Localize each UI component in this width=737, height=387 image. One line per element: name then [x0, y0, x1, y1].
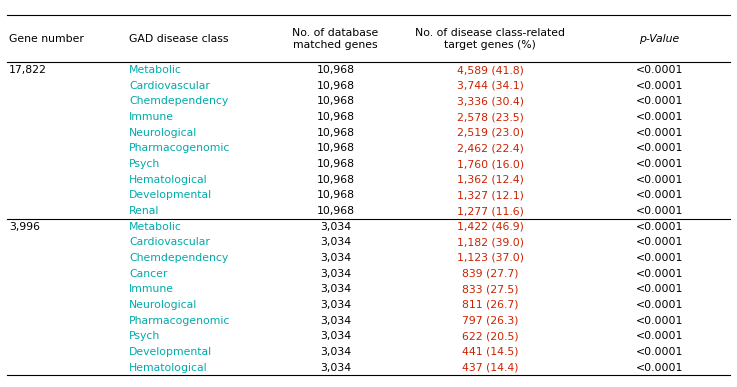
- Text: No. of database
matched genes: No. of database matched genes: [292, 28, 379, 50]
- Text: Metabolic: Metabolic: [129, 222, 182, 232]
- Text: <0.0001: <0.0001: [636, 222, 683, 232]
- Text: 2,578 (23.5): 2,578 (23.5): [457, 112, 523, 122]
- Text: Psych: Psych: [129, 159, 160, 169]
- Text: GAD disease class: GAD disease class: [129, 34, 228, 44]
- Text: <0.0001: <0.0001: [636, 159, 683, 169]
- Text: <0.0001: <0.0001: [636, 128, 683, 138]
- Text: Neurological: Neurological: [129, 300, 198, 310]
- Text: 10,968: 10,968: [316, 65, 354, 75]
- Text: <0.0001: <0.0001: [636, 237, 683, 247]
- Text: Neurological: Neurological: [129, 128, 198, 138]
- Text: 811 (26.7): 811 (26.7): [462, 300, 518, 310]
- Text: <0.0001: <0.0001: [636, 331, 683, 341]
- Text: 3,034: 3,034: [320, 347, 351, 357]
- Text: Developmental: Developmental: [129, 347, 212, 357]
- Text: 622 (20.5): 622 (20.5): [462, 331, 518, 341]
- Text: 833 (27.5): 833 (27.5): [462, 284, 518, 294]
- Text: Chemdependency: Chemdependency: [129, 253, 228, 263]
- Text: 10,968: 10,968: [316, 128, 354, 138]
- Text: <0.0001: <0.0001: [636, 65, 683, 75]
- Text: 1,362 (12.4): 1,362 (12.4): [457, 175, 523, 185]
- Text: 441 (14.5): 441 (14.5): [462, 347, 518, 357]
- Text: 3,744 (34.1): 3,744 (34.1): [457, 81, 523, 91]
- Text: Cardiovascular: Cardiovascular: [129, 237, 210, 247]
- Text: 797 (26.3): 797 (26.3): [462, 315, 518, 325]
- Text: <0.0001: <0.0001: [636, 300, 683, 310]
- Text: Cancer: Cancer: [129, 269, 167, 279]
- Text: <0.0001: <0.0001: [636, 347, 683, 357]
- Text: p-Value: p-Value: [640, 34, 680, 44]
- Text: 3,034: 3,034: [320, 253, 351, 263]
- Text: 3,996: 3,996: [9, 222, 40, 232]
- Text: <0.0001: <0.0001: [636, 363, 683, 373]
- Text: 3,034: 3,034: [320, 331, 351, 341]
- Text: Cardiovascular: Cardiovascular: [129, 81, 210, 91]
- Text: <0.0001: <0.0001: [636, 81, 683, 91]
- Text: 2,462 (22.4): 2,462 (22.4): [457, 143, 523, 153]
- Text: 437 (14.4): 437 (14.4): [462, 363, 518, 373]
- Text: Chemdependency: Chemdependency: [129, 96, 228, 106]
- Text: 3,034: 3,034: [320, 315, 351, 325]
- Text: 1,277 (11.6): 1,277 (11.6): [457, 206, 523, 216]
- Text: <0.0001: <0.0001: [636, 143, 683, 153]
- Text: <0.0001: <0.0001: [636, 269, 683, 279]
- Text: 1,123 (37.0): 1,123 (37.0): [457, 253, 523, 263]
- Text: 10,968: 10,968: [316, 96, 354, 106]
- Text: Gene number: Gene number: [9, 34, 84, 44]
- Text: 3,034: 3,034: [320, 269, 351, 279]
- Text: 1,422 (46.9): 1,422 (46.9): [457, 222, 523, 232]
- Text: 2,519 (23.0): 2,519 (23.0): [457, 128, 523, 138]
- Text: 17,822: 17,822: [9, 65, 46, 75]
- Text: Hematological: Hematological: [129, 363, 208, 373]
- Text: 3,034: 3,034: [320, 363, 351, 373]
- Text: 3,034: 3,034: [320, 300, 351, 310]
- Text: 3,034: 3,034: [320, 237, 351, 247]
- Text: 3,034: 3,034: [320, 284, 351, 294]
- Text: Metabolic: Metabolic: [129, 65, 182, 75]
- Text: <0.0001: <0.0001: [636, 253, 683, 263]
- Text: 3,034: 3,034: [320, 222, 351, 232]
- Text: 10,968: 10,968: [316, 159, 354, 169]
- Text: Hematological: Hematological: [129, 175, 208, 185]
- Text: 1,760 (16.0): 1,760 (16.0): [456, 159, 524, 169]
- Text: 10,968: 10,968: [316, 206, 354, 216]
- Text: Renal: Renal: [129, 206, 159, 216]
- Text: <0.0001: <0.0001: [636, 206, 683, 216]
- Text: <0.0001: <0.0001: [636, 190, 683, 200]
- Text: Developmental: Developmental: [129, 190, 212, 200]
- Text: 10,968: 10,968: [316, 143, 354, 153]
- Text: Immune: Immune: [129, 112, 174, 122]
- Text: 10,968: 10,968: [316, 190, 354, 200]
- Text: <0.0001: <0.0001: [636, 315, 683, 325]
- Text: 4,589 (41.8): 4,589 (41.8): [457, 65, 523, 75]
- Text: 839 (27.7): 839 (27.7): [462, 269, 518, 279]
- Text: Psych: Psych: [129, 331, 160, 341]
- Text: 1,327 (12.1): 1,327 (12.1): [457, 190, 523, 200]
- Text: 3,336 (30.4): 3,336 (30.4): [457, 96, 523, 106]
- Text: Immune: Immune: [129, 284, 174, 294]
- Text: 10,968: 10,968: [316, 81, 354, 91]
- Text: <0.0001: <0.0001: [636, 175, 683, 185]
- Text: No. of disease class-related
target genes (%): No. of disease class-related target gene…: [415, 28, 565, 50]
- Text: <0.0001: <0.0001: [636, 284, 683, 294]
- Text: 10,968: 10,968: [316, 175, 354, 185]
- Text: <0.0001: <0.0001: [636, 96, 683, 106]
- Text: Pharmacogenomic: Pharmacogenomic: [129, 143, 231, 153]
- Text: 1,182 (39.0): 1,182 (39.0): [457, 237, 523, 247]
- Text: Pharmacogenomic: Pharmacogenomic: [129, 315, 231, 325]
- Text: <0.0001: <0.0001: [636, 112, 683, 122]
- Text: 10,968: 10,968: [316, 112, 354, 122]
